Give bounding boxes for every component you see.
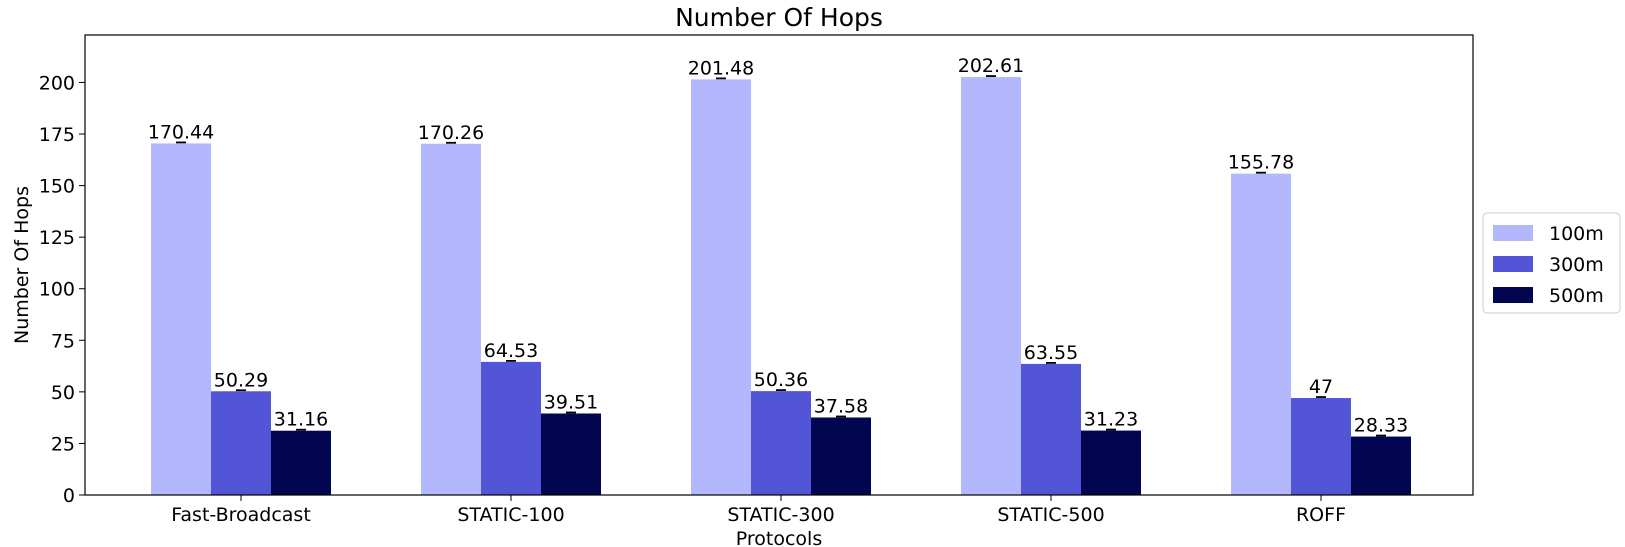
data-label: 37.58 <box>814 395 868 417</box>
bar-100m-roff <box>1231 173 1291 495</box>
bar-300m-static-100 <box>481 361 541 495</box>
bar-500m-static-300 <box>811 417 871 495</box>
bar-500m-static-500 <box>1081 430 1141 495</box>
bar-100m-fast-broadcast <box>151 143 211 495</box>
data-label: 202.61 <box>958 55 1024 77</box>
x-tick-label: STATIC-500 <box>997 504 1104 526</box>
data-label: 50.29 <box>214 369 268 391</box>
y-axis: 0 25 50 75 100 125 150 175 200 <box>39 72 85 507</box>
legend-label-100m: 100m <box>1549 223 1604 245</box>
data-label: 170.26 <box>418 122 484 144</box>
chart-title: Number Of Hops <box>675 3 883 32</box>
bar-300m-roff <box>1291 398 1351 495</box>
data-label: 155.78 <box>1228 152 1294 174</box>
y-tick-label: 50 <box>51 382 75 404</box>
y-axis-label: Number Of Hops <box>11 186 33 344</box>
data-label: 50.36 <box>754 369 808 391</box>
y-tick-label: 25 <box>51 433 75 455</box>
legend: 100m 300m 500m <box>1482 212 1621 314</box>
data-label: 47 <box>1309 376 1333 398</box>
data-label: 64.53 <box>484 340 538 362</box>
x-axis-label: Protocols <box>736 528 822 547</box>
bars-group: 170.44 50.29 31.16 170.26 64.53 39.51 201.48 50… <box>148 55 1411 496</box>
plot-frame <box>84 34 1474 496</box>
x-tick-label: Fast-Broadcast <box>171 504 311 526</box>
bar-100m-static-500 <box>961 77 1021 495</box>
bar-100m-static-300 <box>691 79 751 496</box>
bar-500m-fast-broadcast <box>271 430 331 495</box>
data-label: 39.51 <box>544 391 598 413</box>
y-tick-label: 0 <box>63 485 75 507</box>
bar-100m-static-100 <box>421 143 481 496</box>
legend-label-300m: 300m <box>1549 254 1604 276</box>
data-label: 170.44 <box>148 121 214 143</box>
legend-swatch-100m <box>1493 225 1533 241</box>
data-label: 201.48 <box>688 57 754 79</box>
data-label: 31.16 <box>274 409 328 431</box>
bar-300m-fast-broadcast <box>211 391 271 495</box>
bar-300m-static-300 <box>751 391 811 495</box>
data-label: 28.33 <box>1354 415 1408 437</box>
data-label: 63.55 <box>1024 342 1078 364</box>
x-axis: Fast-Broadcast STATIC-100 STATIC-300 STATIC… <box>171 495 1346 526</box>
x-tick-label: ROFF <box>1296 504 1346 526</box>
bar-500m-static-100 <box>541 413 601 495</box>
y-tick-label: 200 <box>39 72 75 94</box>
y-tick-label: 75 <box>51 330 75 352</box>
legend-swatch-500m <box>1493 287 1533 303</box>
legend-swatch-300m <box>1493 256 1533 272</box>
bar-500m-roff <box>1351 436 1411 495</box>
y-tick-label: 175 <box>39 124 75 146</box>
bar-300m-static-500 <box>1021 363 1081 495</box>
data-label: 31.23 <box>1084 409 1138 431</box>
y-tick-label: 125 <box>39 227 75 249</box>
legend-label-500m: 500m <box>1549 285 1604 307</box>
x-tick-label: STATIC-300 <box>727 504 834 526</box>
y-tick-label: 150 <box>39 176 75 198</box>
x-tick-label: STATIC-100 <box>457 504 564 526</box>
y-tick-label: 100 <box>39 279 75 301</box>
